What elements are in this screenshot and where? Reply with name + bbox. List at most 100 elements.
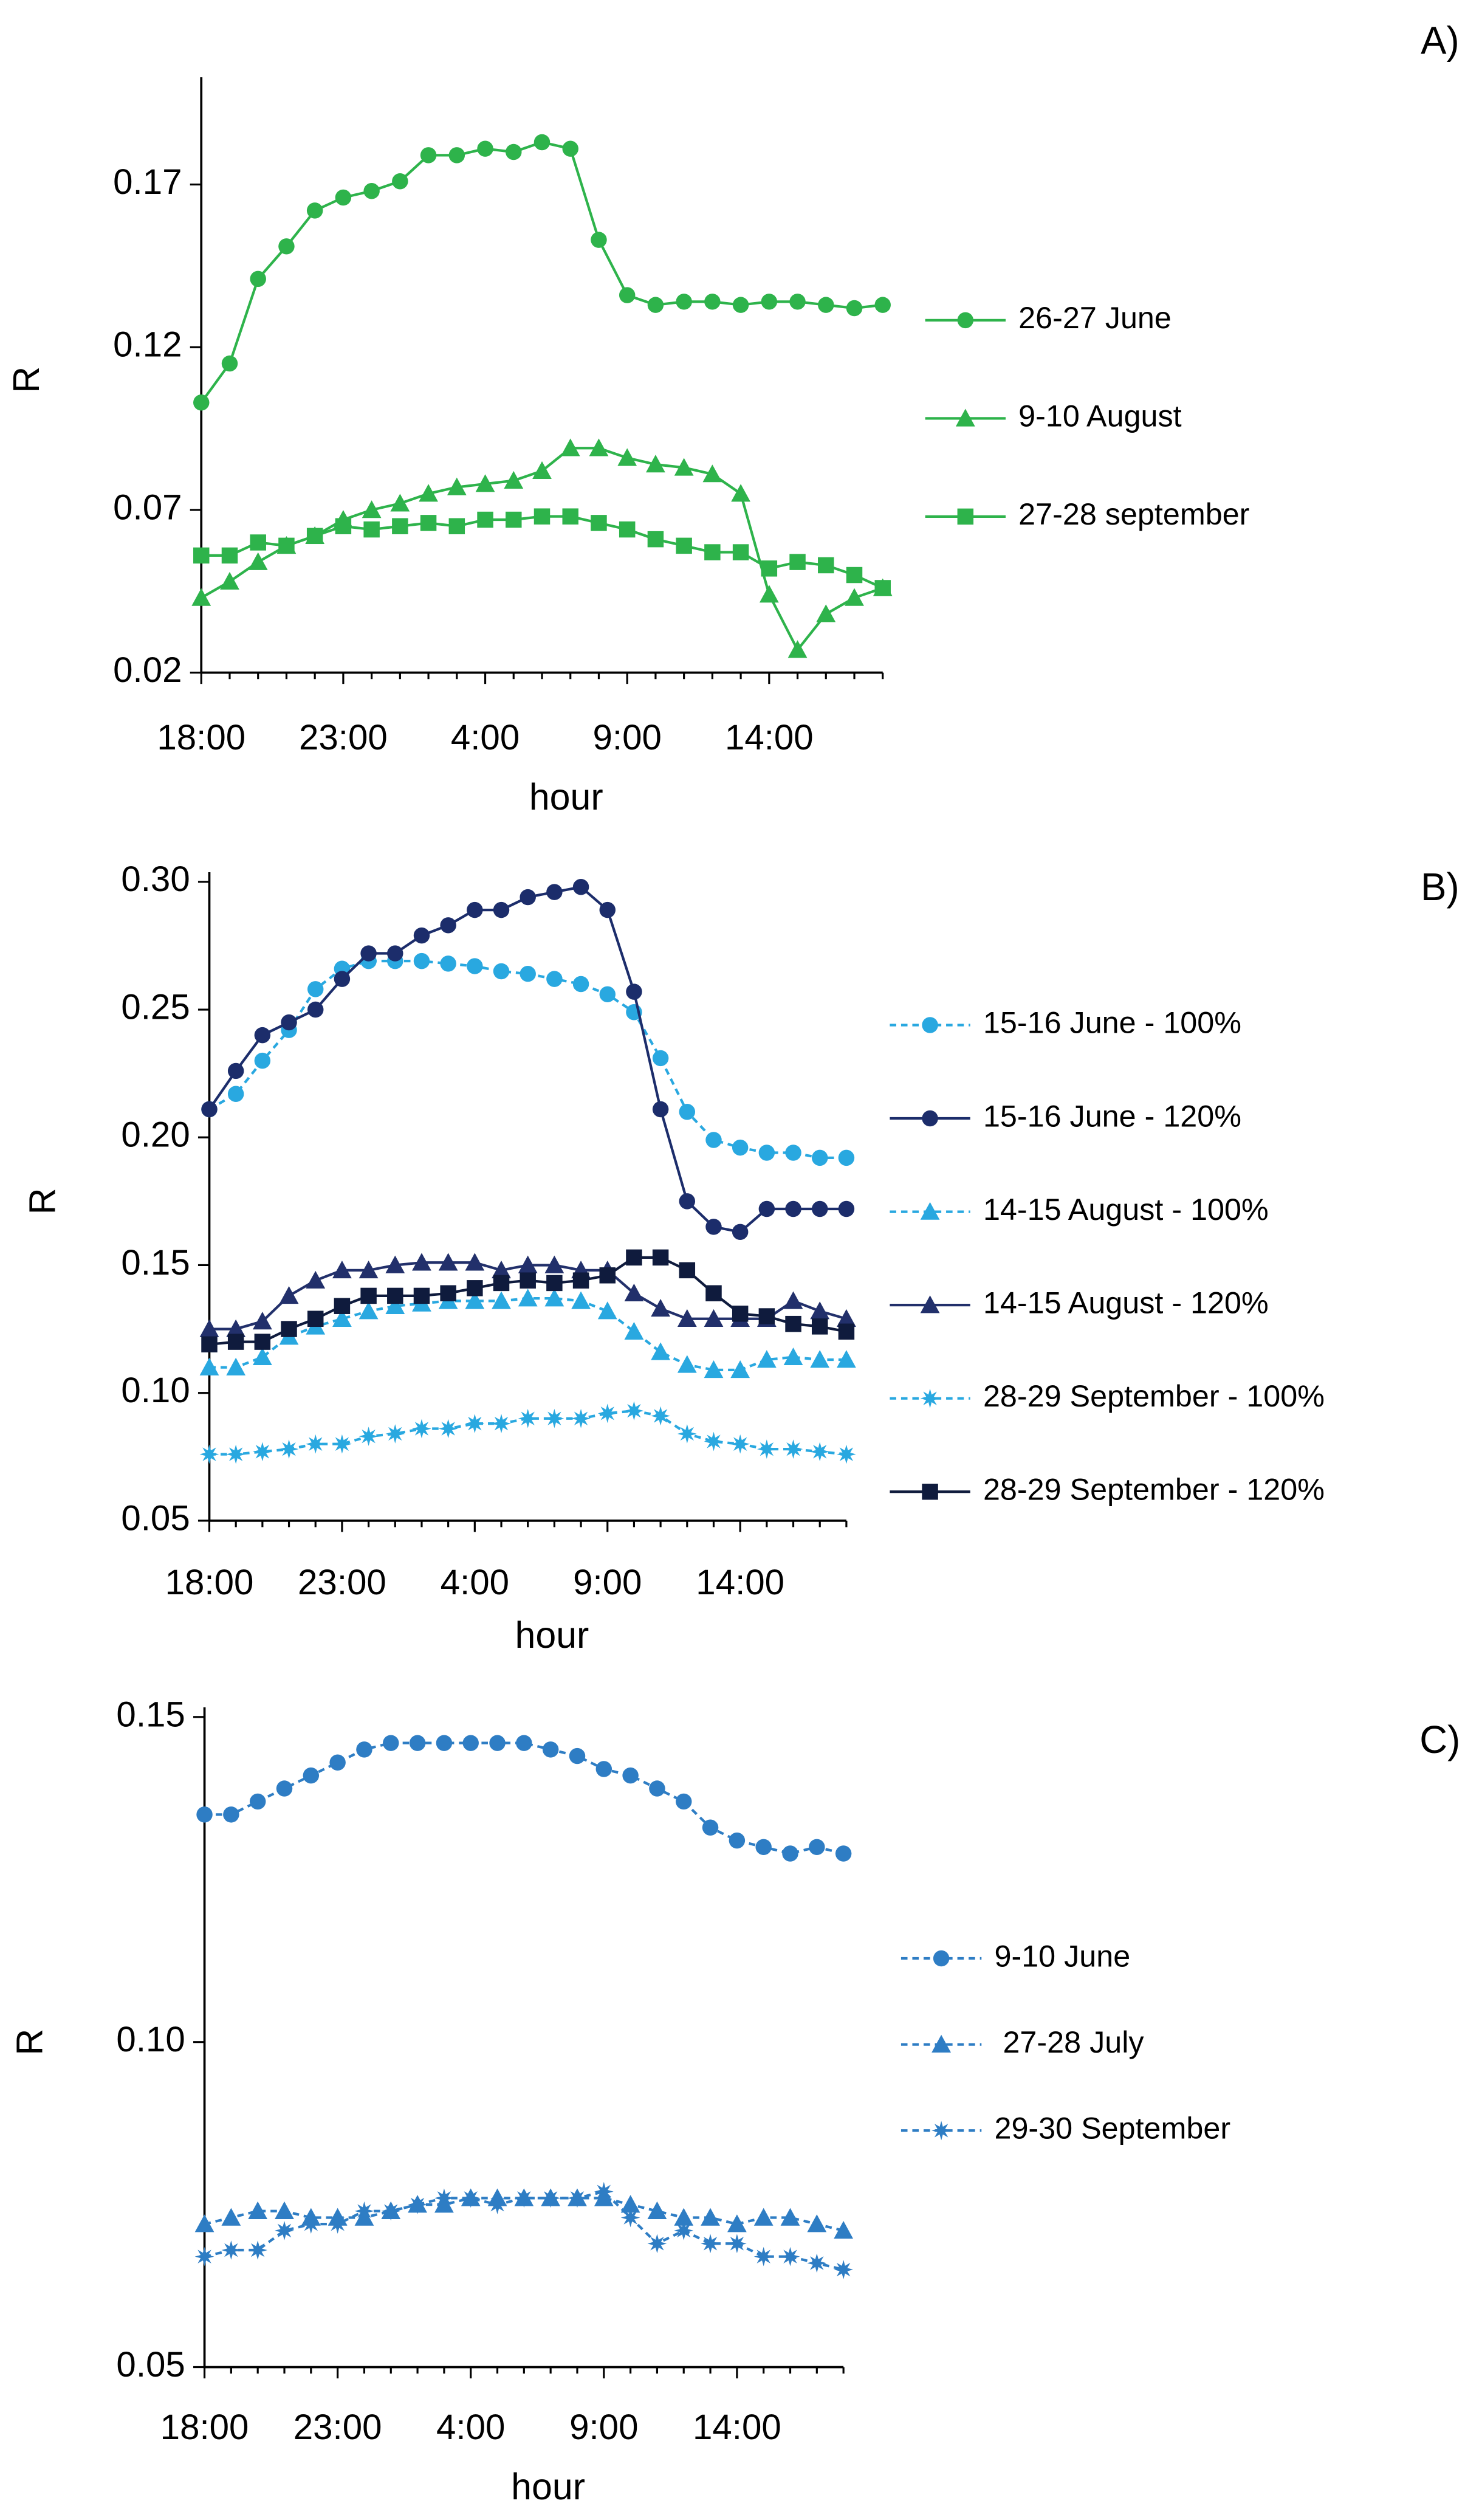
marker: [755, 1839, 772, 1856]
marker: [816, 604, 836, 622]
marker: [818, 297, 834, 313]
marker: [413, 952, 430, 969]
marker: [922, 1484, 938, 1500]
marker: [335, 189, 352, 206]
marker: [922, 1017, 938, 1033]
marker: [780, 2246, 800, 2267]
marker: [874, 580, 891, 596]
marker: [727, 2234, 747, 2254]
marker: [599, 1267, 616, 1284]
marker: [920, 1388, 940, 1408]
marker: [933, 1950, 950, 1967]
marker: [334, 971, 351, 987]
marker: [811, 1149, 828, 1166]
marker: [275, 2220, 294, 2240]
marker: [622, 1767, 639, 1784]
marker: [440, 917, 456, 934]
legend-label: 26-27 June: [1018, 300, 1172, 335]
marker: [619, 521, 636, 538]
marker: [649, 1780, 665, 1797]
y-tick-label: 0.07: [113, 487, 182, 527]
marker: [931, 2034, 951, 2053]
marker: [194, 2214, 214, 2233]
marker: [704, 294, 721, 310]
marker: [226, 1319, 246, 1337]
marker: [465, 1291, 485, 1309]
marker: [705, 1132, 722, 1148]
marker: [196, 1806, 213, 1823]
marker: [518, 1255, 538, 1273]
marker: [701, 2208, 720, 2226]
marker: [957, 508, 974, 525]
marker: [520, 1272, 536, 1289]
marker: [533, 134, 551, 151]
marker: [676, 537, 692, 554]
marker: [679, 1193, 696, 1210]
marker: [360, 1287, 377, 1304]
marker: [732, 1306, 749, 1322]
marker: [846, 566, 863, 584]
marker: [732, 1224, 749, 1241]
marker: [307, 1310, 324, 1327]
marker: [544, 1408, 564, 1428]
marker: [434, 2188, 454, 2208]
marker: [199, 1319, 219, 1337]
marker: [363, 521, 380, 538]
marker: [306, 1434, 326, 1454]
marker: [761, 560, 778, 577]
marker: [193, 547, 210, 564]
marker: [248, 2240, 268, 2260]
y-tick-label: 0.25: [121, 987, 190, 1027]
marker: [387, 1287, 403, 1304]
marker: [532, 461, 552, 479]
marker: [572, 879, 589, 895]
marker: [226, 1357, 246, 1375]
marker: [785, 1315, 801, 1332]
x-tick-label: 4:00: [441, 1563, 509, 1602]
x-tick-label: 4:00: [436, 2408, 505, 2447]
marker: [221, 547, 238, 564]
marker: [619, 287, 636, 303]
marker: [533, 508, 551, 525]
x-axis-label: hour: [529, 776, 603, 818]
marker: [518, 1289, 538, 1307]
marker: [276, 1780, 293, 1797]
marker: [810, 1350, 830, 1368]
marker: [626, 983, 642, 1000]
marker: [617, 448, 637, 466]
marker: [191, 588, 211, 606]
marker: [489, 1735, 506, 1751]
marker: [506, 511, 522, 528]
marker: [837, 1444, 856, 1464]
marker: [461, 2188, 481, 2208]
marker: [677, 1355, 697, 1373]
series-line: [208, 885, 846, 1234]
marker: [702, 464, 722, 483]
x-axis-label: hour: [511, 2466, 585, 2507]
marker: [440, 955, 456, 972]
marker: [807, 2253, 827, 2273]
marker: [571, 1291, 591, 1309]
marker: [676, 1793, 692, 1810]
marker: [591, 232, 607, 248]
marker: [597, 1301, 617, 1320]
marker: [413, 927, 430, 944]
marker: [438, 1253, 458, 1271]
legend-label: 15-16 June - 120%: [983, 1098, 1241, 1133]
marker: [651, 1299, 671, 1317]
chart: 0.05 0.10 0.15 0.20 0.25 0.30 18:00 23:00 4:00 9:…: [22, 859, 1460, 1656]
marker: [518, 1408, 538, 1428]
marker: [306, 202, 323, 219]
marker: [759, 585, 779, 603]
marker: [390, 494, 410, 512]
marker: [360, 945, 377, 962]
marker: [845, 588, 864, 606]
y-tick-label: 0.02: [113, 650, 182, 690]
x-tick-label: 14:00: [696, 1563, 784, 1602]
marker: [922, 1110, 938, 1127]
marker: [761, 294, 778, 310]
y-tick-label: 0.05: [121, 1498, 190, 1538]
marker: [279, 1439, 299, 1459]
